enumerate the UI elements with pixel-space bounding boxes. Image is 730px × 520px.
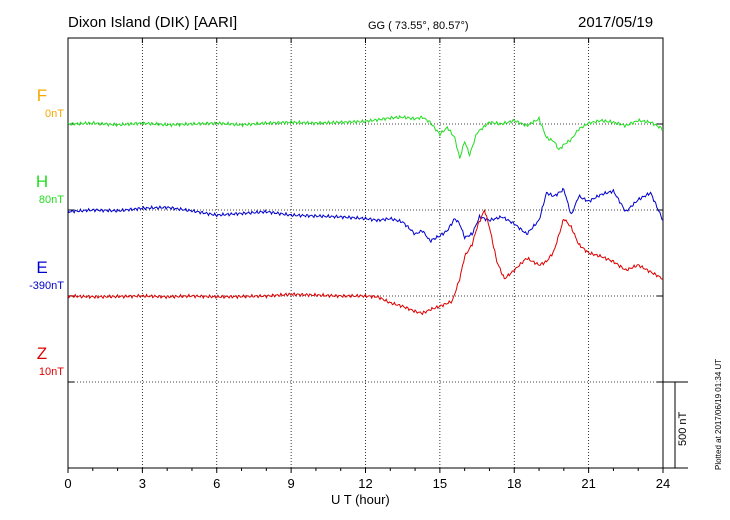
coordinates-label: GG ( 73.55°, 80.57°) [368,20,469,32]
x-tick-label: 18 [507,476,521,491]
plotted-timestamp: Plotted at 2017/06/19 01:34 UT [714,358,723,470]
channel-label-H: H [35,172,49,191]
series-line-Z [67,208,664,316]
channel-label-F: F [36,86,48,105]
channel-baseline-F: 0nT [45,108,64,120]
series-line-H [67,114,664,159]
channel-label-Z: Z [36,344,48,363]
x-tick-label: 15 [433,476,447,491]
channel-baseline-H: 80nT [38,194,64,206]
date-label: 2017/05/19 [578,14,654,31]
station-title: Dixon Island (DIK) [AARI] [68,14,238,31]
x-tick-label: 0 [64,476,71,491]
x-tick-label: 9 [288,476,295,491]
series-line-E [67,187,664,244]
x-tick-label: 6 [213,476,220,491]
channel-baseline-Z: 10nT [38,366,64,378]
plot-frame [67,37,664,469]
scale-bar-label: 500 nT [677,411,689,446]
channel-label-E: E [36,258,48,277]
x-tick-label: 24 [656,476,670,491]
x-tick-label: 12 [358,476,372,491]
x-tick-label: 3 [139,476,146,491]
x-tick-label: 21 [581,476,595,491]
channel-baseline-E: -390nT [29,280,64,292]
x-axis-label: U T (hour) [331,492,390,507]
